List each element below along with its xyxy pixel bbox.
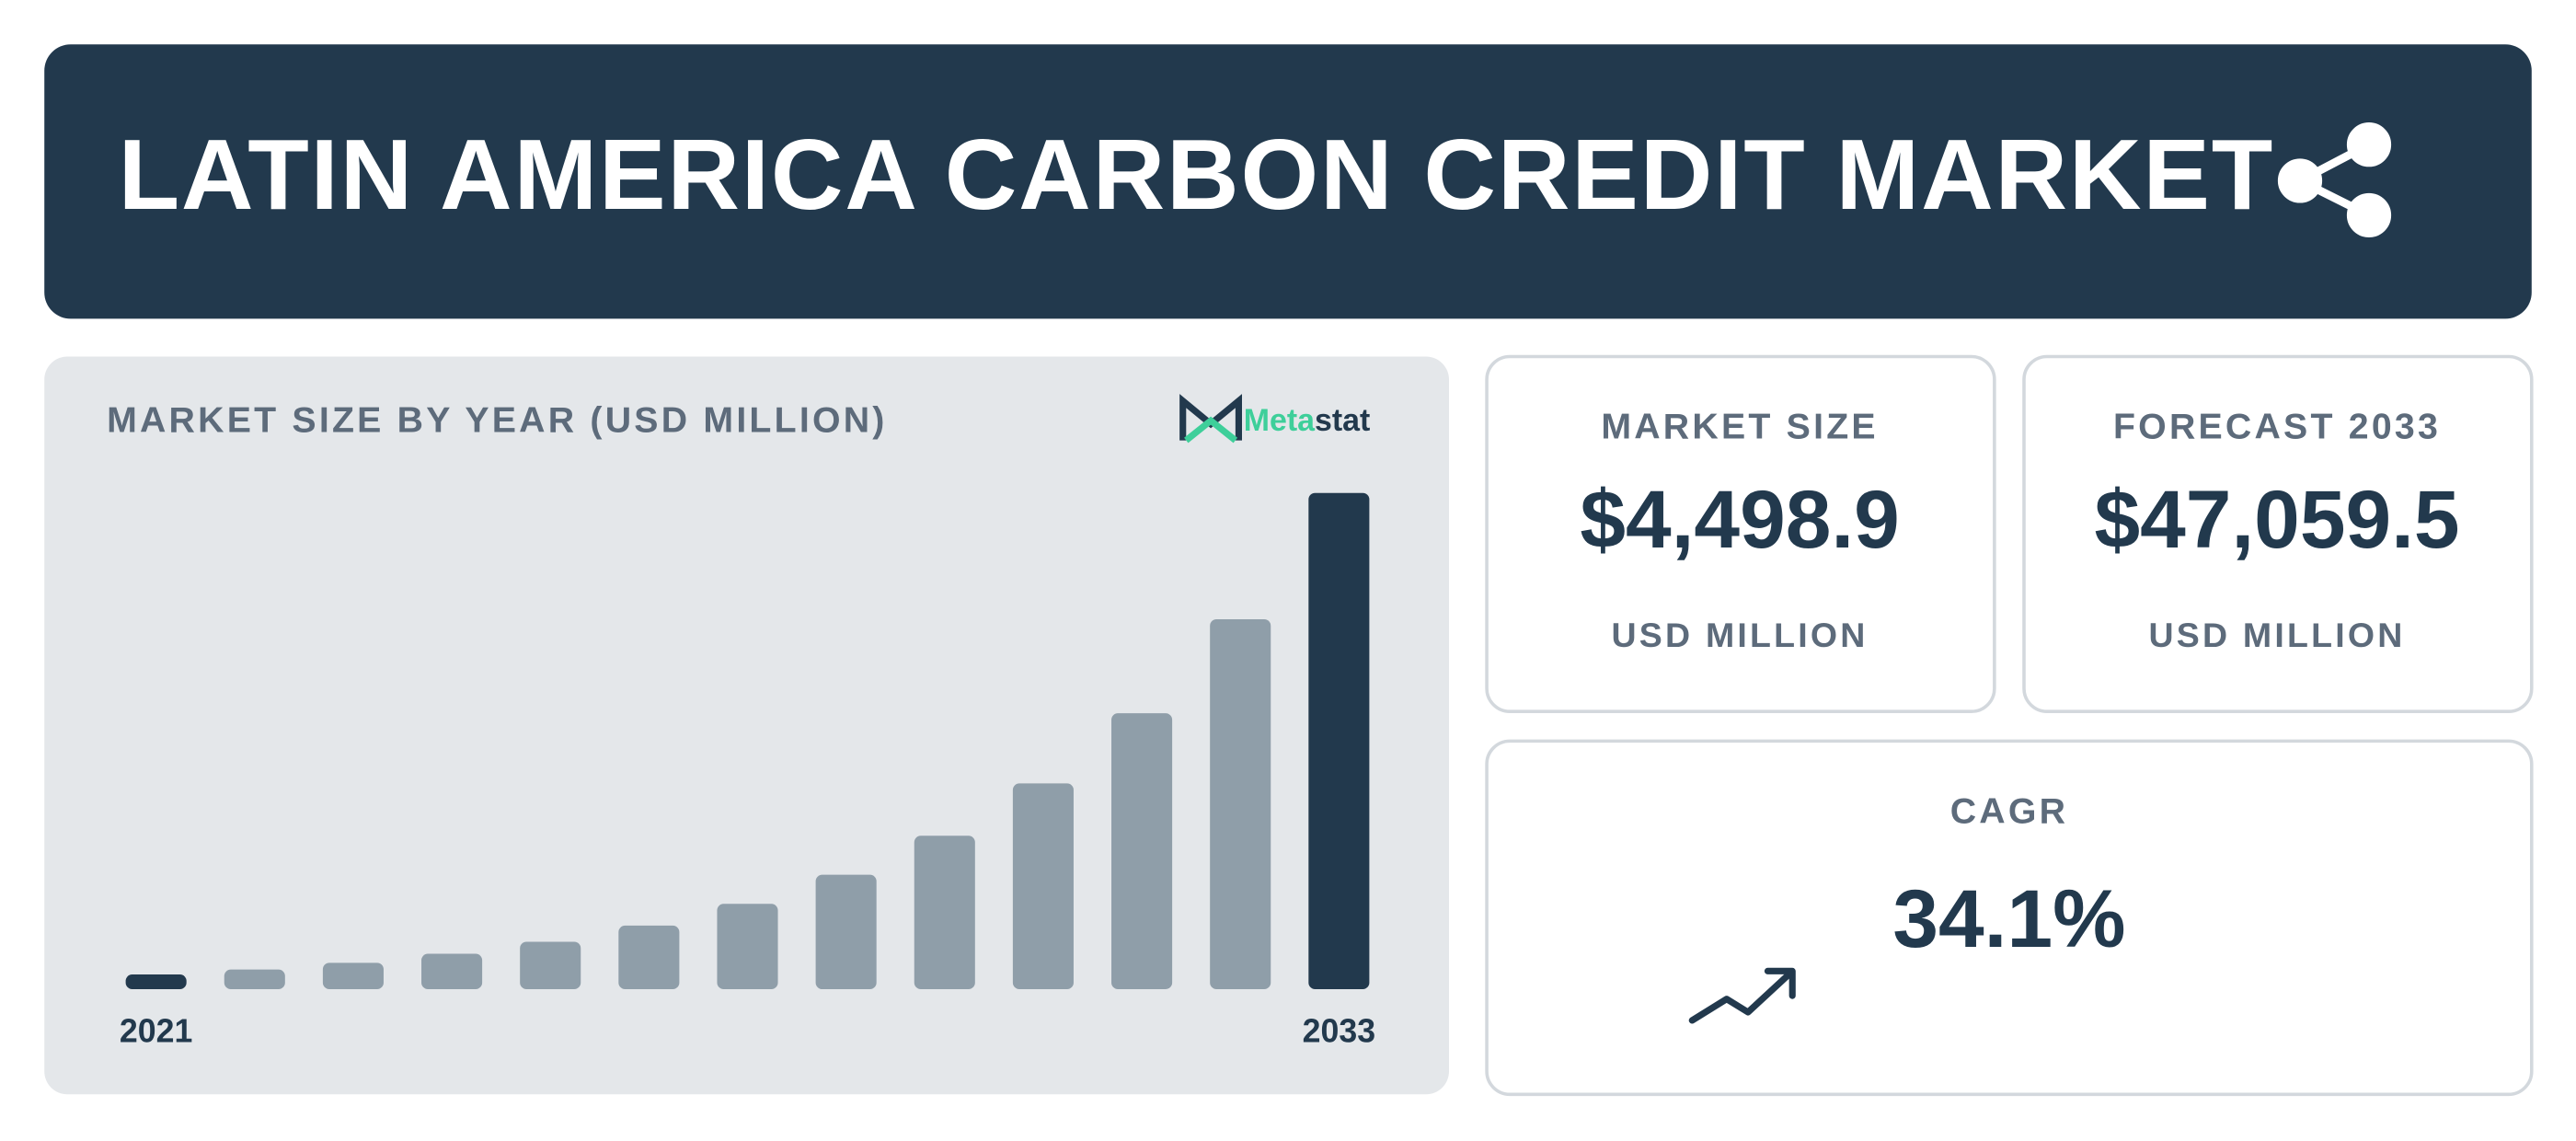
bar [520, 941, 581, 989]
kpi-value: 34.1% [1892, 872, 2125, 964]
brand-part: Meta [1244, 403, 1316, 438]
chart-title: MARKET SIZE BY YEAR (USD MILLION) [107, 399, 888, 440]
kpi-value: $47,059.5 [2094, 473, 2459, 565]
bar-chart: 2021 2033 [120, 492, 1375, 1050]
kpi-unit: USD MILLION [2148, 616, 2405, 654]
bar [1111, 713, 1173, 989]
kpi-unit: USD MILLION [1612, 616, 1869, 654]
bar [1012, 783, 1074, 989]
header-title: LATIN AMERICA CARBON CREDIT MARKET [119, 119, 2275, 231]
chart-card [44, 356, 1449, 1095]
brand-logo: Metastat [1179, 394, 1371, 444]
trend-icon [1688, 967, 1796, 1024]
x-tick-label: 2021 [120, 1013, 192, 1050]
kpi-value: $4,498.9 [1580, 473, 1899, 565]
bar [618, 925, 680, 989]
bar [815, 874, 877, 989]
kpi-card [2022, 354, 2534, 713]
bar [421, 953, 483, 989]
bar [322, 962, 384, 989]
bar [717, 904, 778, 989]
bar [914, 836, 975, 989]
kpi-label: CAGR [1950, 790, 2068, 831]
brand-part: stat [1315, 403, 1370, 438]
kpi-card [1485, 739, 2534, 1097]
x-tick-label: 2033 [1303, 1013, 1375, 1050]
kpi-label: MARKET SIZE [1601, 406, 1879, 446]
kpi-card [1485, 354, 1996, 713]
bar [1210, 618, 1271, 989]
bar [1308, 492, 1370, 989]
kpi-label: FORECAST 2033 [2113, 406, 2441, 446]
header-banner [44, 44, 2532, 319]
brand-name: Metastat [1244, 403, 1371, 438]
share-icon[interactable] [2277, 122, 2392, 238]
bar [224, 969, 285, 989]
bar [125, 974, 187, 989]
